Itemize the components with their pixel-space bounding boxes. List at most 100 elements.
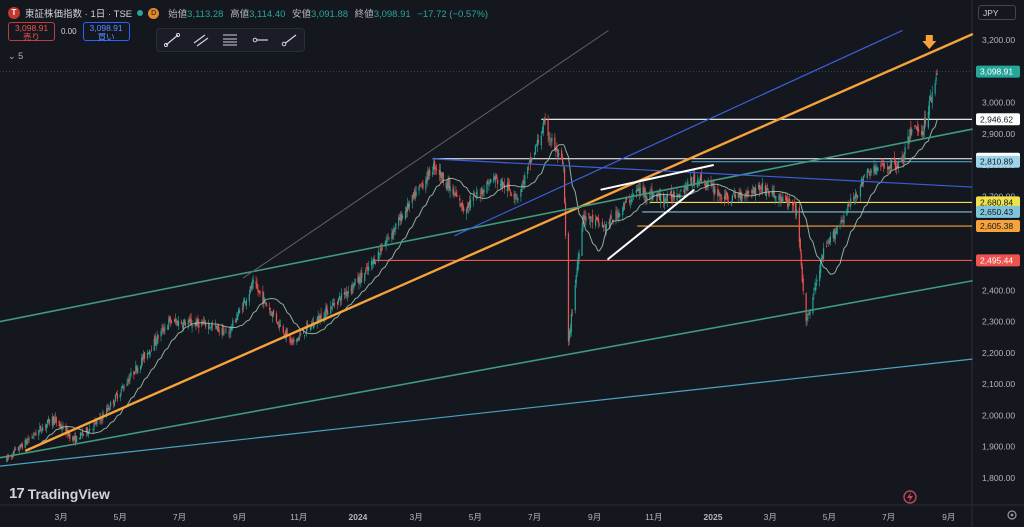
- candle-body: [449, 186, 451, 192]
- candle-body: [897, 161, 899, 169]
- candle-body: [591, 217, 593, 218]
- price-label-text: 2,605.38: [980, 221, 1013, 231]
- fib-retracement-icon: [223, 34, 238, 46]
- indicators-toggle[interactable]: ⌄ 5: [8, 51, 23, 62]
- candle-body: [731, 195, 733, 201]
- candle-body: [204, 320, 206, 322]
- upper-green-channel-trendline[interactable]: [0, 128, 973, 323]
- trendline-tool[interactable]: [161, 31, 183, 49]
- candle-body: [880, 166, 882, 168]
- white-wedge-upper-trendline[interactable]: [600, 164, 714, 191]
- candle-body: [801, 266, 803, 282]
- gray-diagonal-trendline[interactable]: [242, 30, 609, 279]
- candle-body: [285, 331, 287, 339]
- buy-button[interactable]: 3,098.91 買い: [82, 22, 130, 42]
- candle-body: [786, 198, 788, 202]
- candle-body: [299, 335, 301, 336]
- candle-body: [827, 240, 830, 242]
- blue-descending-trendline[interactable]: [432, 158, 973, 188]
- candle-body: [603, 226, 605, 227]
- candle-body: [278, 323, 280, 328]
- candle-body: [585, 216, 587, 222]
- candle-body: [705, 181, 707, 188]
- candle-body: [361, 272, 363, 278]
- candle-body: [704, 184, 706, 185]
- candle-body: [508, 184, 510, 190]
- candle-body: [407, 203, 409, 209]
- signal-arrow-icon: [922, 35, 937, 49]
- y-tick-label: 2,000.00: [982, 410, 1015, 420]
- candle-body: [180, 321, 183, 324]
- white-wedge-lower-trendline[interactable]: [607, 189, 695, 260]
- parallel-channel-tool[interactable]: [190, 31, 212, 49]
- orange-support-trendline[interactable]: [24, 33, 974, 452]
- candle-body: [250, 286, 252, 289]
- candle-body: [840, 220, 842, 224]
- candle-body: [291, 338, 293, 344]
- candle-body: [574, 285, 576, 311]
- candle-body: [275, 313, 278, 322]
- candle-body: [263, 297, 265, 303]
- candle-body: [377, 251, 379, 262]
- candle-body: [904, 147, 906, 155]
- candle-body: [690, 178, 692, 181]
- candle-body: [259, 290, 261, 294]
- ray-tool[interactable]: [278, 31, 300, 49]
- candle-body: [337, 298, 340, 303]
- candle-body: [32, 436, 34, 438]
- candle-body: [639, 187, 641, 194]
- candle-body: [601, 222, 604, 228]
- light-blue-line-trendline[interactable]: [0, 358, 973, 467]
- currency-select[interactable]: JPY: [978, 5, 1016, 20]
- candle-body: [870, 170, 872, 173]
- candle-body: [778, 195, 780, 201]
- candle-body: [141, 356, 144, 360]
- candle-body: [353, 282, 355, 287]
- data-badge-icon: D: [148, 7, 160, 19]
- symbol-title[interactable]: 東証株価指数 · 1日 · TSE: [25, 9, 133, 20]
- candle-body: [847, 204, 849, 212]
- candle-body: [595, 216, 598, 220]
- scale-settings-icon[interactable]: [1007, 510, 1017, 520]
- candle-body: [76, 436, 78, 443]
- candle-body: [181, 325, 183, 327]
- alert-bolt-icon[interactable]: [903, 490, 917, 504]
- horizontal-ray-tool[interactable]: [249, 31, 271, 49]
- candle-body: [781, 199, 783, 202]
- lower-green-channel-trendline[interactable]: [0, 280, 973, 459]
- candle-body: [497, 179, 499, 184]
- price-label-text: 2,946.62: [980, 114, 1013, 124]
- candle-body: [868, 171, 870, 173]
- candle-body: [146, 352, 149, 359]
- y-tick-label: 1,800.00: [982, 473, 1015, 483]
- candle-body: [619, 213, 621, 216]
- x-tick-label: 5月: [823, 512, 836, 522]
- candle-body: [134, 371, 136, 374]
- candle-body: [142, 353, 145, 359]
- candle-body: [385, 241, 387, 246]
- candle-body: [788, 201, 790, 206]
- x-tick-label: 5月: [469, 512, 482, 522]
- candle-body: [300, 333, 302, 335]
- candle-body: [109, 408, 111, 410]
- candle-body: [161, 328, 163, 330]
- candle-body: [293, 339, 295, 342]
- fib-tool[interactable]: [219, 31, 241, 49]
- candle-body: [575, 274, 577, 284]
- candle-body: [78, 438, 81, 440]
- candle-body: [730, 201, 733, 205]
- candle-body: [866, 170, 868, 178]
- candle-body: [309, 327, 312, 330]
- candle-body: [677, 195, 679, 197]
- down-arrow-icon: [922, 35, 937, 49]
- candle-body: [767, 193, 769, 194]
- blue-diagonal-trendline[interactable]: [454, 30, 903, 237]
- sell-button[interactable]: 3,098.91 売り: [8, 22, 55, 42]
- candle-body: [39, 426, 41, 429]
- candle-body: [794, 202, 797, 213]
- candle-body: [813, 292, 815, 296]
- candle-body: [712, 185, 714, 187]
- candle-body: [79, 432, 82, 439]
- candle-body: [414, 190, 416, 199]
